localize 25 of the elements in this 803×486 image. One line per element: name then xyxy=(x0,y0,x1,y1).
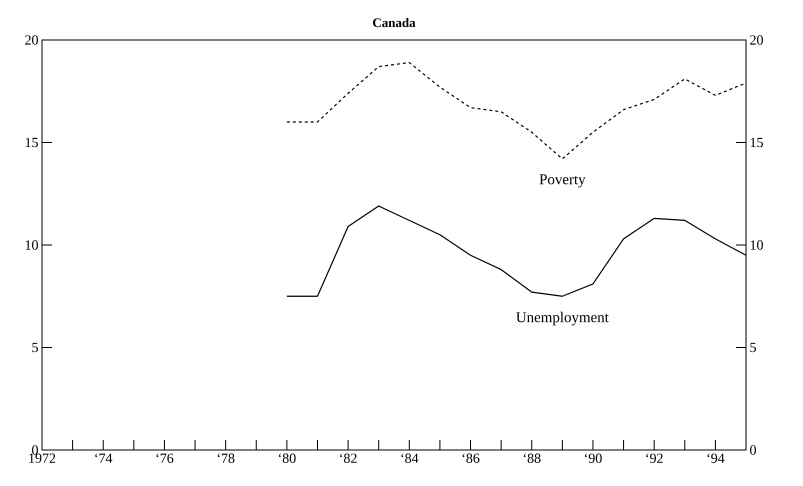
y2-tick-label: 0 xyxy=(750,445,756,455)
x-tick-label: ‘74 xyxy=(95,454,112,463)
x-tick-label: ‘90 xyxy=(585,454,602,463)
chart-title: Canada xyxy=(373,18,416,28)
series-label: Unemployment xyxy=(516,312,609,326)
y-tick-label: 15 xyxy=(26,138,38,148)
x-tick-label: 1972 xyxy=(29,454,56,463)
y-tick-label: 0 xyxy=(32,445,38,455)
y-tick-label: 5 xyxy=(32,342,38,352)
x-tick-label: ‘78 xyxy=(218,454,234,463)
y2-tick-label: 10 xyxy=(750,240,763,250)
y-tick-label: 20 xyxy=(25,35,38,45)
y2-tick-label: 20 xyxy=(750,35,763,45)
x-tick-label: ‘82 xyxy=(340,454,357,463)
x-tick-label: ‘76 xyxy=(156,454,174,463)
y-tick-label: 10 xyxy=(26,240,38,250)
x-tick-label: ‘94 xyxy=(707,454,724,463)
x-tick-label: ‘86 xyxy=(462,454,480,463)
y2-tick-label: 5 xyxy=(750,342,756,352)
x-tick-label: ‘88 xyxy=(524,454,541,463)
x-tick-label: ‘84 xyxy=(401,454,418,463)
x-tick-label: ‘80 xyxy=(278,454,296,463)
y2-tick-label: 15 xyxy=(750,138,763,148)
x-tick-label: ‘92 xyxy=(646,454,663,463)
series-label: Poverty xyxy=(540,174,586,188)
